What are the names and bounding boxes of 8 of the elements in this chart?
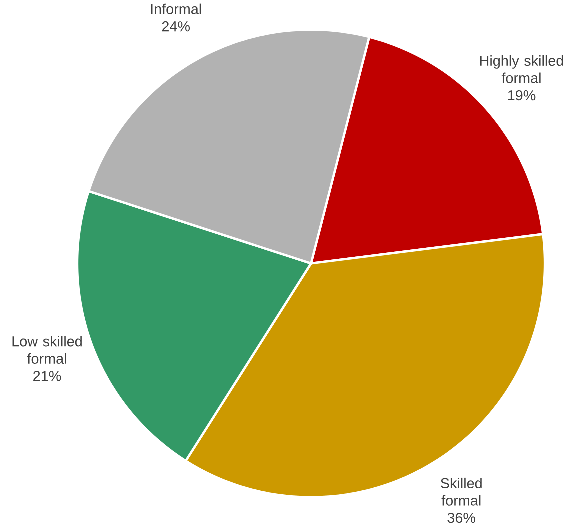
slice-label: Highly skilled formal (480, 55, 564, 84)
slice-label: Informal (151, 4, 202, 14)
slice-label: Skilled formal (441, 478, 482, 506)
data-label: 19% (508, 90, 536, 101)
data-label: 36% (448, 512, 476, 524)
slice-label: Low skilled formal (12, 336, 82, 364)
data-label: 21% (34, 371, 62, 382)
data-label: 24% (162, 22, 190, 32)
